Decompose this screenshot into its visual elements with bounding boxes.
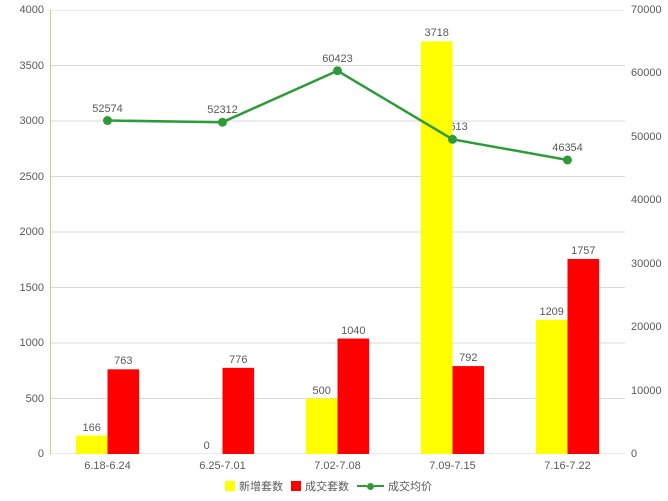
x-tick-label: 6.18-6.24 [84,460,130,472]
line-marker [218,118,227,127]
legend: 新增套数 成交套数 成交均价 [225,478,432,494]
x-tick-label: 7.02-7.08 [314,460,360,472]
bar [421,41,453,454]
bar [338,339,370,454]
bar [223,368,255,454]
legend-label: 成交均价 [388,478,432,494]
legend-item: 成交套数 [291,478,349,494]
y-left-tick-label: 0 [38,448,44,460]
line-marker [333,66,342,75]
x-tick-label: 7.16-7.22 [544,460,590,472]
line-marker [103,116,112,125]
legend-swatch [225,481,235,491]
bar [306,399,338,455]
bar [536,320,568,454]
legend-label: 新增套数 [239,478,283,494]
x-tick-label: 7.09-7.15 [429,460,475,472]
bar [453,366,485,454]
y-right-tick-label: 10000 [631,385,662,397]
bar [568,259,600,454]
y-left-tick-label: 500 [26,393,44,405]
y-left-tick-label: 1500 [20,282,44,294]
plot-area: 1660500371812097637761040792175752574523… [50,10,625,454]
bar [108,369,140,454]
y-right-tick-label: 60000 [631,67,662,79]
line-series [108,71,568,160]
y-left-tick-label: 2500 [20,171,44,183]
legend-line-icon [357,483,384,490]
chart-svg [50,10,625,454]
combo-chart: 1660500371812097637761040792175752574523… [0,0,668,501]
legend-label: 成交套数 [305,478,349,494]
y-left-tick-label: 3500 [20,60,44,72]
y-left-tick-label: 4000 [20,4,44,16]
bar [76,436,108,454]
y-right-tick-label: 0 [631,448,637,460]
y-right-tick-label: 40000 [631,194,662,206]
y-right-tick-label: 30000 [631,258,662,270]
legend-item: 新增套数 [225,478,283,494]
x-tick-label: 6.25-7.01 [199,460,245,472]
y-right-tick-label: 20000 [631,321,662,333]
y-right-tick-label: 50000 [631,131,662,143]
line-marker [563,155,572,164]
line-marker [448,135,457,144]
y-right-tick-label: 70000 [631,4,662,16]
y-left-tick-label: 2000 [20,226,44,238]
y-left-tick-label: 1000 [20,337,44,349]
legend-item: 成交均价 [357,478,432,494]
legend-swatch [291,481,301,491]
y-left-tick-label: 3000 [20,115,44,127]
